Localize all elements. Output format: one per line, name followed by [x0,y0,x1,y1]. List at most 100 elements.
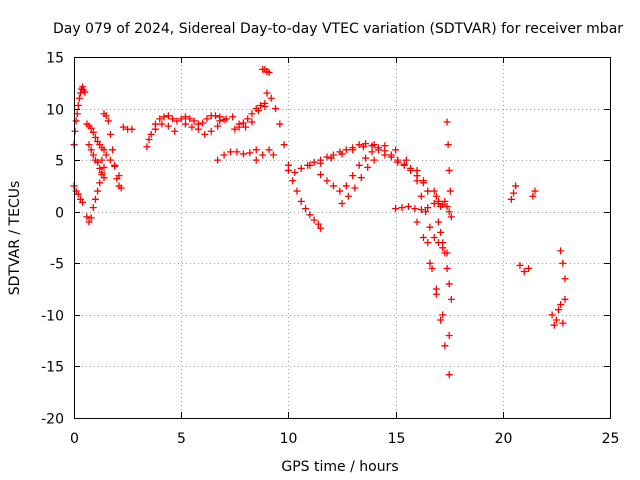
data-point [220,151,228,159]
data-point [310,158,318,166]
data-point [96,164,104,172]
data-point [242,123,250,131]
data-point [181,120,189,128]
data-point [248,118,256,126]
y-tick-label: 5 [55,154,64,170]
data-point [143,143,151,151]
series-sat-s [306,141,421,174]
series-sat-d [83,120,108,154]
data-point [72,117,80,125]
data-point [94,158,102,166]
data-point [557,301,565,309]
series-sat-v [381,151,432,195]
data-point [507,195,515,203]
data-point [430,187,438,195]
plot-frame [74,57,611,419]
y-tick-label: -5 [50,257,64,273]
data-point [158,120,166,128]
data-point [160,113,168,121]
data-point [447,213,455,221]
x-tick-label: 25 [602,431,620,447]
data-point [252,156,260,164]
data-point [552,316,560,324]
data-point [117,184,125,192]
data-point [231,125,239,133]
data-point [89,204,97,212]
data-point [207,127,215,135]
series-sat-o [259,65,273,76]
data-point [338,199,346,207]
data-point [441,197,449,205]
data-point [164,112,172,120]
data-point [244,115,252,123]
data-point [394,158,402,166]
data-point [344,192,352,200]
data-point [520,268,528,276]
data-point [212,112,220,120]
series-sat-w [392,197,442,214]
x-tick-label: 10 [280,431,298,447]
data-point [327,154,335,162]
data-point [443,203,451,211]
data-point [89,151,97,159]
data-point [272,105,280,113]
data-point [417,192,425,200]
data-point [102,112,110,120]
x-axis-ticks: 0 5 10 15 20 25 [70,57,619,447]
data-point [229,113,237,121]
series-sat-i [143,112,224,151]
data-point [561,295,569,303]
data-point [91,133,99,141]
data-point [75,94,83,102]
series-sat-y [413,218,453,339]
data-point [115,172,123,180]
data-point [109,146,117,154]
series-sat-ag [548,295,569,329]
data-point [555,306,563,314]
data-point [424,204,432,212]
data-point [317,171,325,179]
data-point [194,125,202,133]
data-point [441,342,449,350]
data-point [119,123,127,131]
data-point [444,141,452,149]
data-point [329,182,337,190]
data-point [100,174,108,182]
data-point [248,110,256,118]
series-sat-aa [430,187,455,221]
data-point [302,205,310,213]
data-point [98,169,106,177]
data-point [181,113,189,121]
data-point [239,119,247,127]
data-point [445,331,453,339]
data-point [83,213,91,221]
data-point [374,146,382,154]
data-point [186,115,194,123]
data-point [289,177,297,185]
data-point [85,141,93,149]
series-sat-b [70,83,89,149]
data-point [284,166,292,174]
data-point [261,103,269,111]
y-tick-label: -20 [41,412,64,428]
y-axis-ticks: 15 10 5 0 -5 -10 -15 -20 [41,51,610,428]
data-point [443,264,451,272]
data-point [106,130,114,138]
data-point [387,153,395,161]
data-point [323,177,331,185]
data-point [432,290,440,298]
data-point [169,115,177,123]
series-sat-a [70,182,87,206]
data-point [317,159,325,167]
data-point [91,195,99,203]
data-point [529,192,537,200]
data-point [74,101,82,109]
data-point [269,151,277,159]
data-point [227,148,235,156]
data-point [516,261,524,269]
chart-title: Day 079 of 2024, Sidereal Day-to-day VTE… [53,21,623,37]
data-point [87,146,95,154]
data-point [171,127,179,135]
data-point [398,204,406,212]
